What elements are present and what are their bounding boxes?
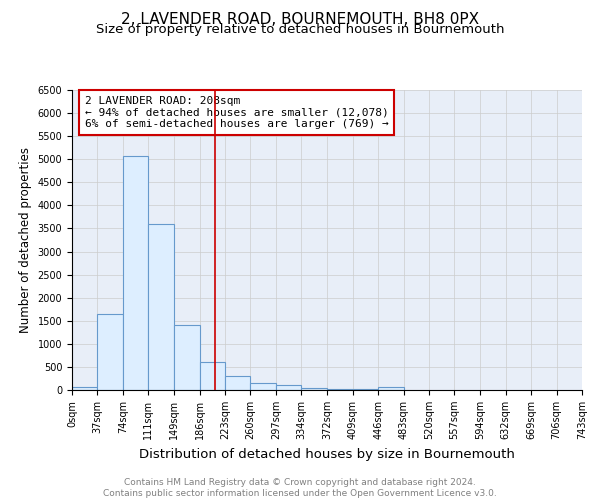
Text: Contains HM Land Registry data © Crown copyright and database right 2024.
Contai: Contains HM Land Registry data © Crown c… [103,478,497,498]
Text: 2 LAVENDER ROAD: 208sqm
← 94% of detached houses are smaller (12,078)
6% of semi: 2 LAVENDER ROAD: 208sqm ← 94% of detache… [85,96,389,129]
Text: 2, LAVENDER ROAD, BOURNEMOUTH, BH8 0PX: 2, LAVENDER ROAD, BOURNEMOUTH, BH8 0PX [121,12,479,28]
Bar [276,384,301,390]
Bar [174,326,200,390]
Text: Size of property relative to detached houses in Bournemouth: Size of property relative to detached ho… [96,24,504,36]
Bar [72,386,97,390]
Bar [378,388,404,390]
Bar [225,376,250,390]
X-axis label: Distribution of detached houses by size in Bournemouth: Distribution of detached houses by size … [139,448,515,460]
Bar [250,383,276,390]
Bar [148,224,173,390]
Bar [97,314,123,390]
Bar [200,362,225,390]
Y-axis label: Number of detached properties: Number of detached properties [19,147,32,333]
Bar [328,389,353,390]
Bar [123,156,148,390]
Bar [301,388,326,390]
